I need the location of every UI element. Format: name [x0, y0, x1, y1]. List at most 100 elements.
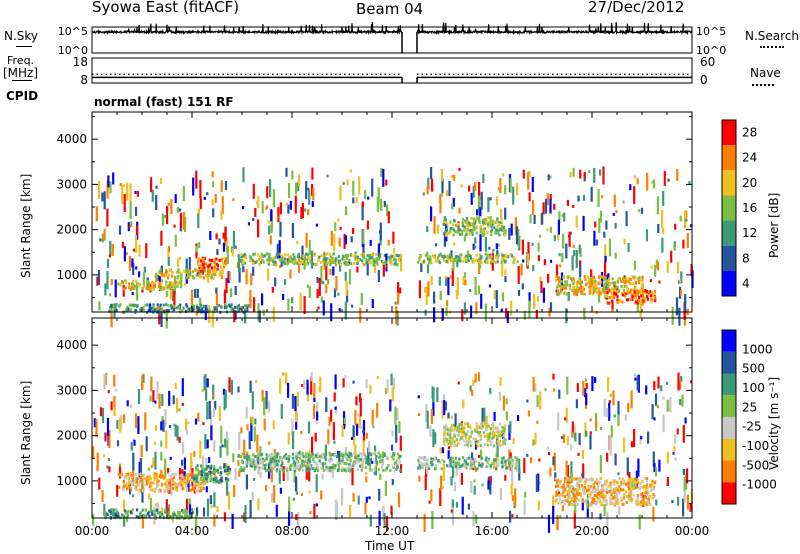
power-speckle: [173, 279, 176, 295]
velocity-speckle: [313, 383, 316, 398]
velocity-colorbar-seg: [722, 438, 736, 461]
velocity-speckle: [113, 396, 116, 414]
velocity-speckle: [107, 390, 110, 394]
velocity-speckle: [354, 409, 357, 425]
power-speckle: [509, 177, 512, 193]
power-speckle: [298, 174, 301, 187]
power-speckle: [526, 253, 529, 266]
velocity-echo-3: [273, 456, 276, 460]
velocity-echo-3: [362, 452, 365, 456]
velocity-echo-3: [302, 464, 305, 467]
velocity-echo-6: [555, 493, 558, 497]
power-echo-8: [650, 300, 653, 304]
power-echo-4: [322, 257, 325, 261]
velocity-echo-3: [238, 468, 241, 472]
velocity-echo-1: [134, 484, 137, 488]
power-echo-6: [451, 227, 454, 231]
velocity-echo-6: [561, 500, 564, 503]
velocity-speckle: [554, 472, 557, 482]
velocity-echo-2: [228, 467, 232, 471]
power-echo-8: [639, 291, 642, 295]
power-echo-3: [209, 263, 212, 267]
velocity-echo-3: [365, 455, 368, 459]
velocity-speckle: [617, 414, 620, 427]
velocity-speckle: [582, 463, 585, 479]
power-speckle: [611, 300, 614, 310]
power-speckle: [568, 234, 571, 238]
power-speckle: [257, 219, 260, 238]
power-echo-0: [192, 307, 195, 310]
velocity-echo-5: [492, 435, 495, 439]
power-echo-6: [487, 225, 490, 229]
velocity-echo-1: [118, 485, 121, 489]
power-speckle: [268, 225, 271, 235]
velocity-speckle: [570, 461, 573, 480]
velocity-speckle: [529, 457, 533, 464]
velocity-speckle: [454, 413, 457, 429]
velocity-speckle: [228, 377, 231, 393]
velocity-speckle: [534, 383, 537, 393]
velocity-echo-6: [609, 496, 612, 500]
power-echo-8: [621, 293, 624, 297]
velocity-echo-4: [480, 456, 484, 460]
power-echo-4: [302, 254, 305, 258]
velocity-speckle: [613, 414, 616, 418]
power-echo-3: [197, 260, 200, 263]
velocity-echo-5: [466, 422, 470, 426]
velocity-speckle: [195, 514, 198, 533]
velocity-echo-1: [173, 485, 176, 489]
velocity-echo-3: [360, 468, 363, 472]
power-echo-8: [610, 291, 614, 295]
power-speckle: [129, 183, 132, 202]
power-echo-5: [509, 252, 512, 256]
velocity-echo-3: [290, 463, 293, 467]
power-echo-7: [593, 287, 596, 291]
power-echo-0: [217, 304, 220, 308]
power-echo-2: [176, 270, 179, 274]
velocity-echo-4: [491, 462, 494, 465]
power-speckle: [487, 197, 490, 213]
velocity-echo-6: [575, 491, 578, 495]
velocity-speckle: [447, 446, 450, 450]
velocity-echo-6: [653, 481, 656, 485]
velocity-speckle: [374, 466, 377, 476]
velocity-echo-4: [427, 464, 430, 468]
power-speckle: [559, 264, 562, 268]
power-echo-4: [309, 259, 312, 263]
power-echo-0: [142, 308, 146, 312]
velocity-echo-0: [158, 512, 161, 516]
velocity-echo-3: [360, 466, 363, 469]
power-echo-4: [287, 260, 290, 264]
velocity-echo-3: [322, 469, 325, 473]
velocity-speckle: [610, 425, 613, 438]
power-echo-7: [640, 278, 643, 282]
velocity-speckle: [451, 507, 454, 526]
velocity-echo-6: [575, 484, 578, 488]
velocity-speckle: [341, 425, 344, 437]
velocity-echo-6: [570, 489, 573, 493]
velocity-echo-4: [514, 466, 517, 470]
velocity-speckle: [152, 457, 155, 467]
power-echo-0: [181, 309, 184, 312]
velocity-speckle: [511, 495, 514, 502]
velocity-speckle: [397, 492, 401, 508]
power-echo-7: [606, 284, 609, 288]
power-speckle: [206, 192, 209, 196]
velocity-speckle: [287, 432, 290, 445]
power-echo-6: [457, 230, 460, 234]
power-echo-5: [480, 261, 483, 265]
velocity-echo-5: [462, 425, 465, 429]
power-echo-7: [574, 288, 577, 292]
power-echo-8: [612, 291, 616, 295]
power-speckle: [463, 272, 466, 279]
power-speckle: [479, 233, 482, 252]
velocity-echo-6: [572, 499, 575, 503]
power-speckle: [126, 182, 129, 201]
velocity-echo-5: [487, 436, 490, 440]
power-echo-3: [197, 263, 200, 267]
velocity-echo-1: [149, 481, 152, 485]
velocity-echo-4: [449, 464, 453, 468]
velocity-speckle: [161, 507, 164, 517]
velocity-speckle: [584, 422, 587, 438]
velocity-echo-5: [460, 430, 463, 434]
